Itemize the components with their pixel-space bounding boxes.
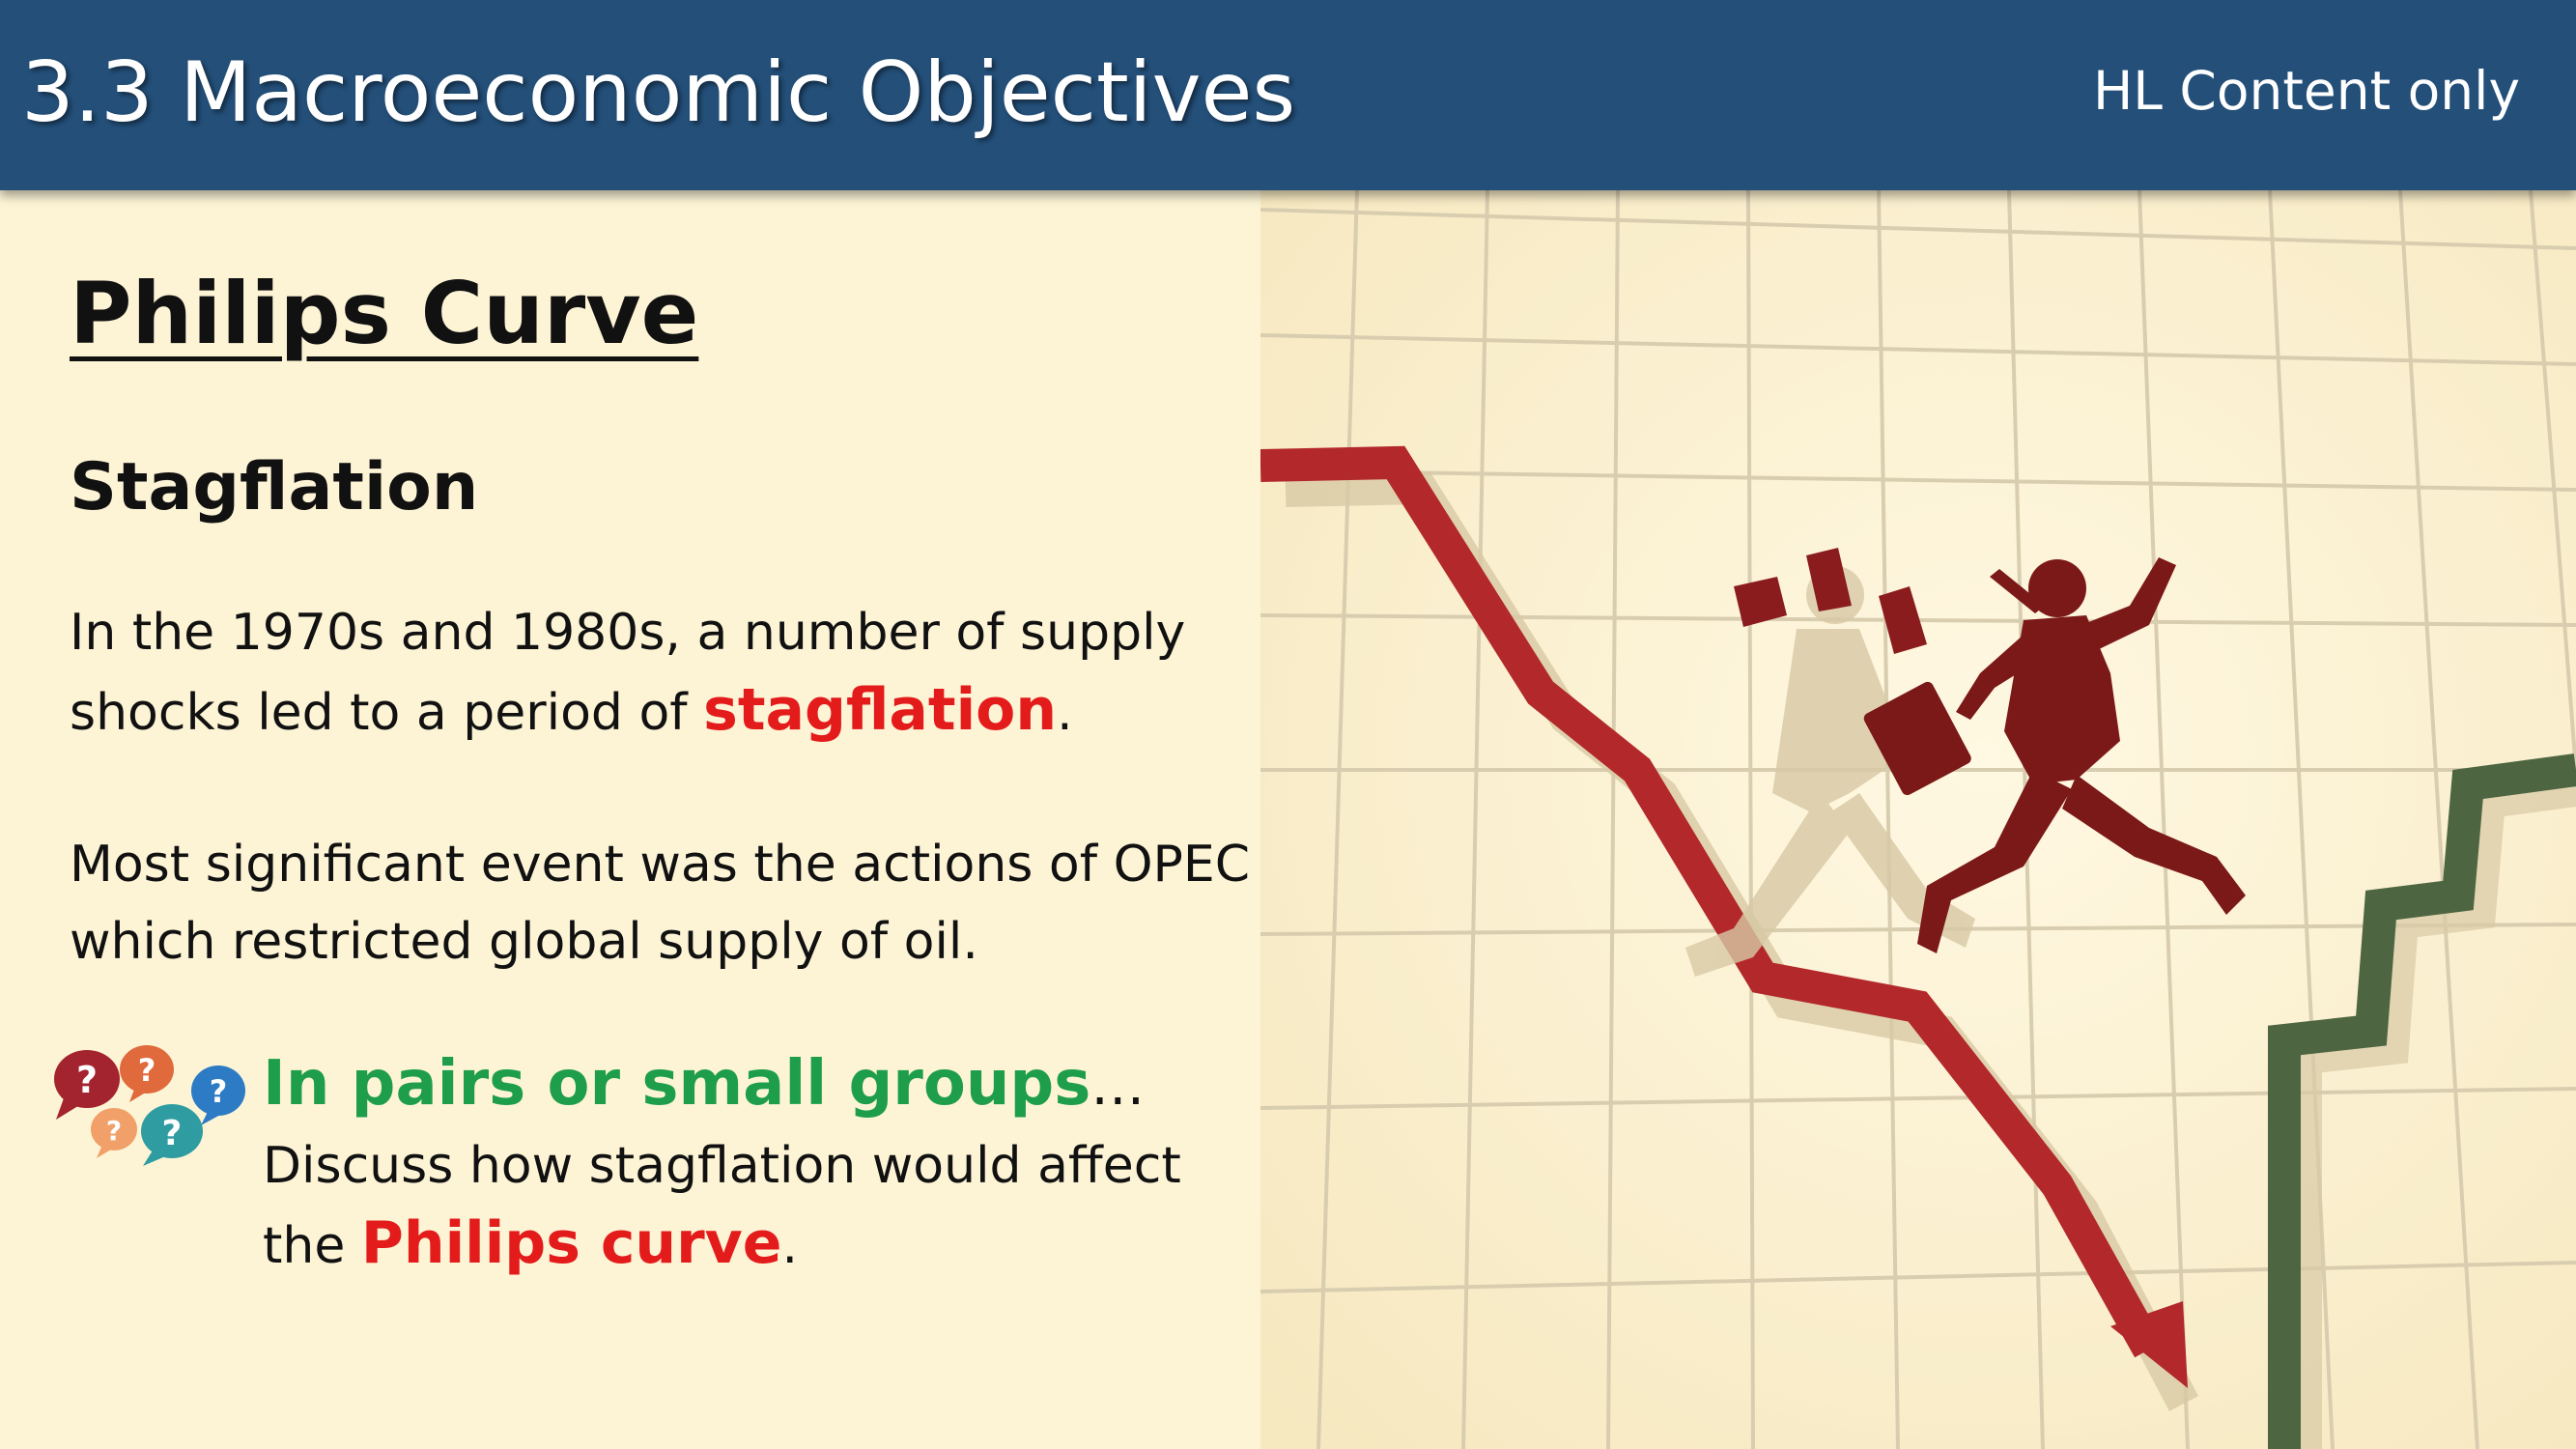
paragraph-opec: Most significant event was the actions o… [70, 836, 1251, 971]
svg-text:?: ? [210, 1073, 228, 1110]
falling-businessman-chart-illustration [1260, 190, 2576, 1449]
paragraph-supply-shocks-text: In the 1970s and 1980s, a number of supp… [70, 604, 1186, 742]
question-bubble-red-icon: ? [54, 1050, 120, 1120]
hl-content-tag: HL Content only [2092, 60, 2520, 122]
falling-trend-line [1260, 445, 2164, 1358]
activity-prompt-text: Discuss how stagflation would affect the [263, 1137, 1181, 1275]
question-bubble-orange-icon: ? [120, 1045, 174, 1102]
paragraph-supply-shocks: In the 1970s and 1980s, a number of supp… [70, 594, 1267, 752]
stagflation-emphasis: stagflation [703, 676, 1058, 744]
slide-title: 3.3 Macroeconomic Objectives [21, 44, 1296, 141]
activity-heading: In pairs or small groups… [263, 1048, 1145, 1120]
question-bubble-teal-icon: ? [141, 1104, 203, 1166]
question-bubbles-icon: ? ? ? ? ? [54, 1045, 245, 1166]
falling-arrow-head [2110, 1301, 2188, 1388]
activity-prompt-end: . [781, 1217, 799, 1275]
rising-line-shadow [2289, 773, 2576, 1449]
activity-prompt: Discuss how stagflation would affect the… [263, 1127, 1248, 1285]
question-bubble-peach-icon: ? [91, 1108, 137, 1158]
svg-text:?: ? [106, 1115, 122, 1147]
flying-papers [1734, 548, 1927, 654]
activity-heading-ellipsis: … [1090, 1055, 1146, 1118]
question-bubble-blue-icon: ? [191, 1065, 245, 1125]
rising-trend-line [2268, 753, 2576, 1449]
svg-text:?: ? [76, 1059, 98, 1101]
businessman-silhouette [1863, 557, 2246, 953]
subtitle: Stagflation [70, 449, 479, 526]
svg-text:?: ? [138, 1052, 156, 1089]
philips-curve-emphasis: Philips curve [360, 1209, 782, 1277]
text-panel: Philips Curve Stagflation In the 1970s a… [0, 190, 1260, 1449]
section-title: Philips Curve [70, 264, 699, 363]
slide-header: 3.3 Macroeconomic Objectives HL Content … [0, 0, 2576, 190]
illustration-background [1260, 190, 2576, 1449]
paragraph-supply-shocks-end: . [1057, 684, 1073, 742]
svg-text:?: ? [162, 1114, 183, 1153]
activity-heading-text: In pairs or small groups [263, 1048, 1091, 1120]
